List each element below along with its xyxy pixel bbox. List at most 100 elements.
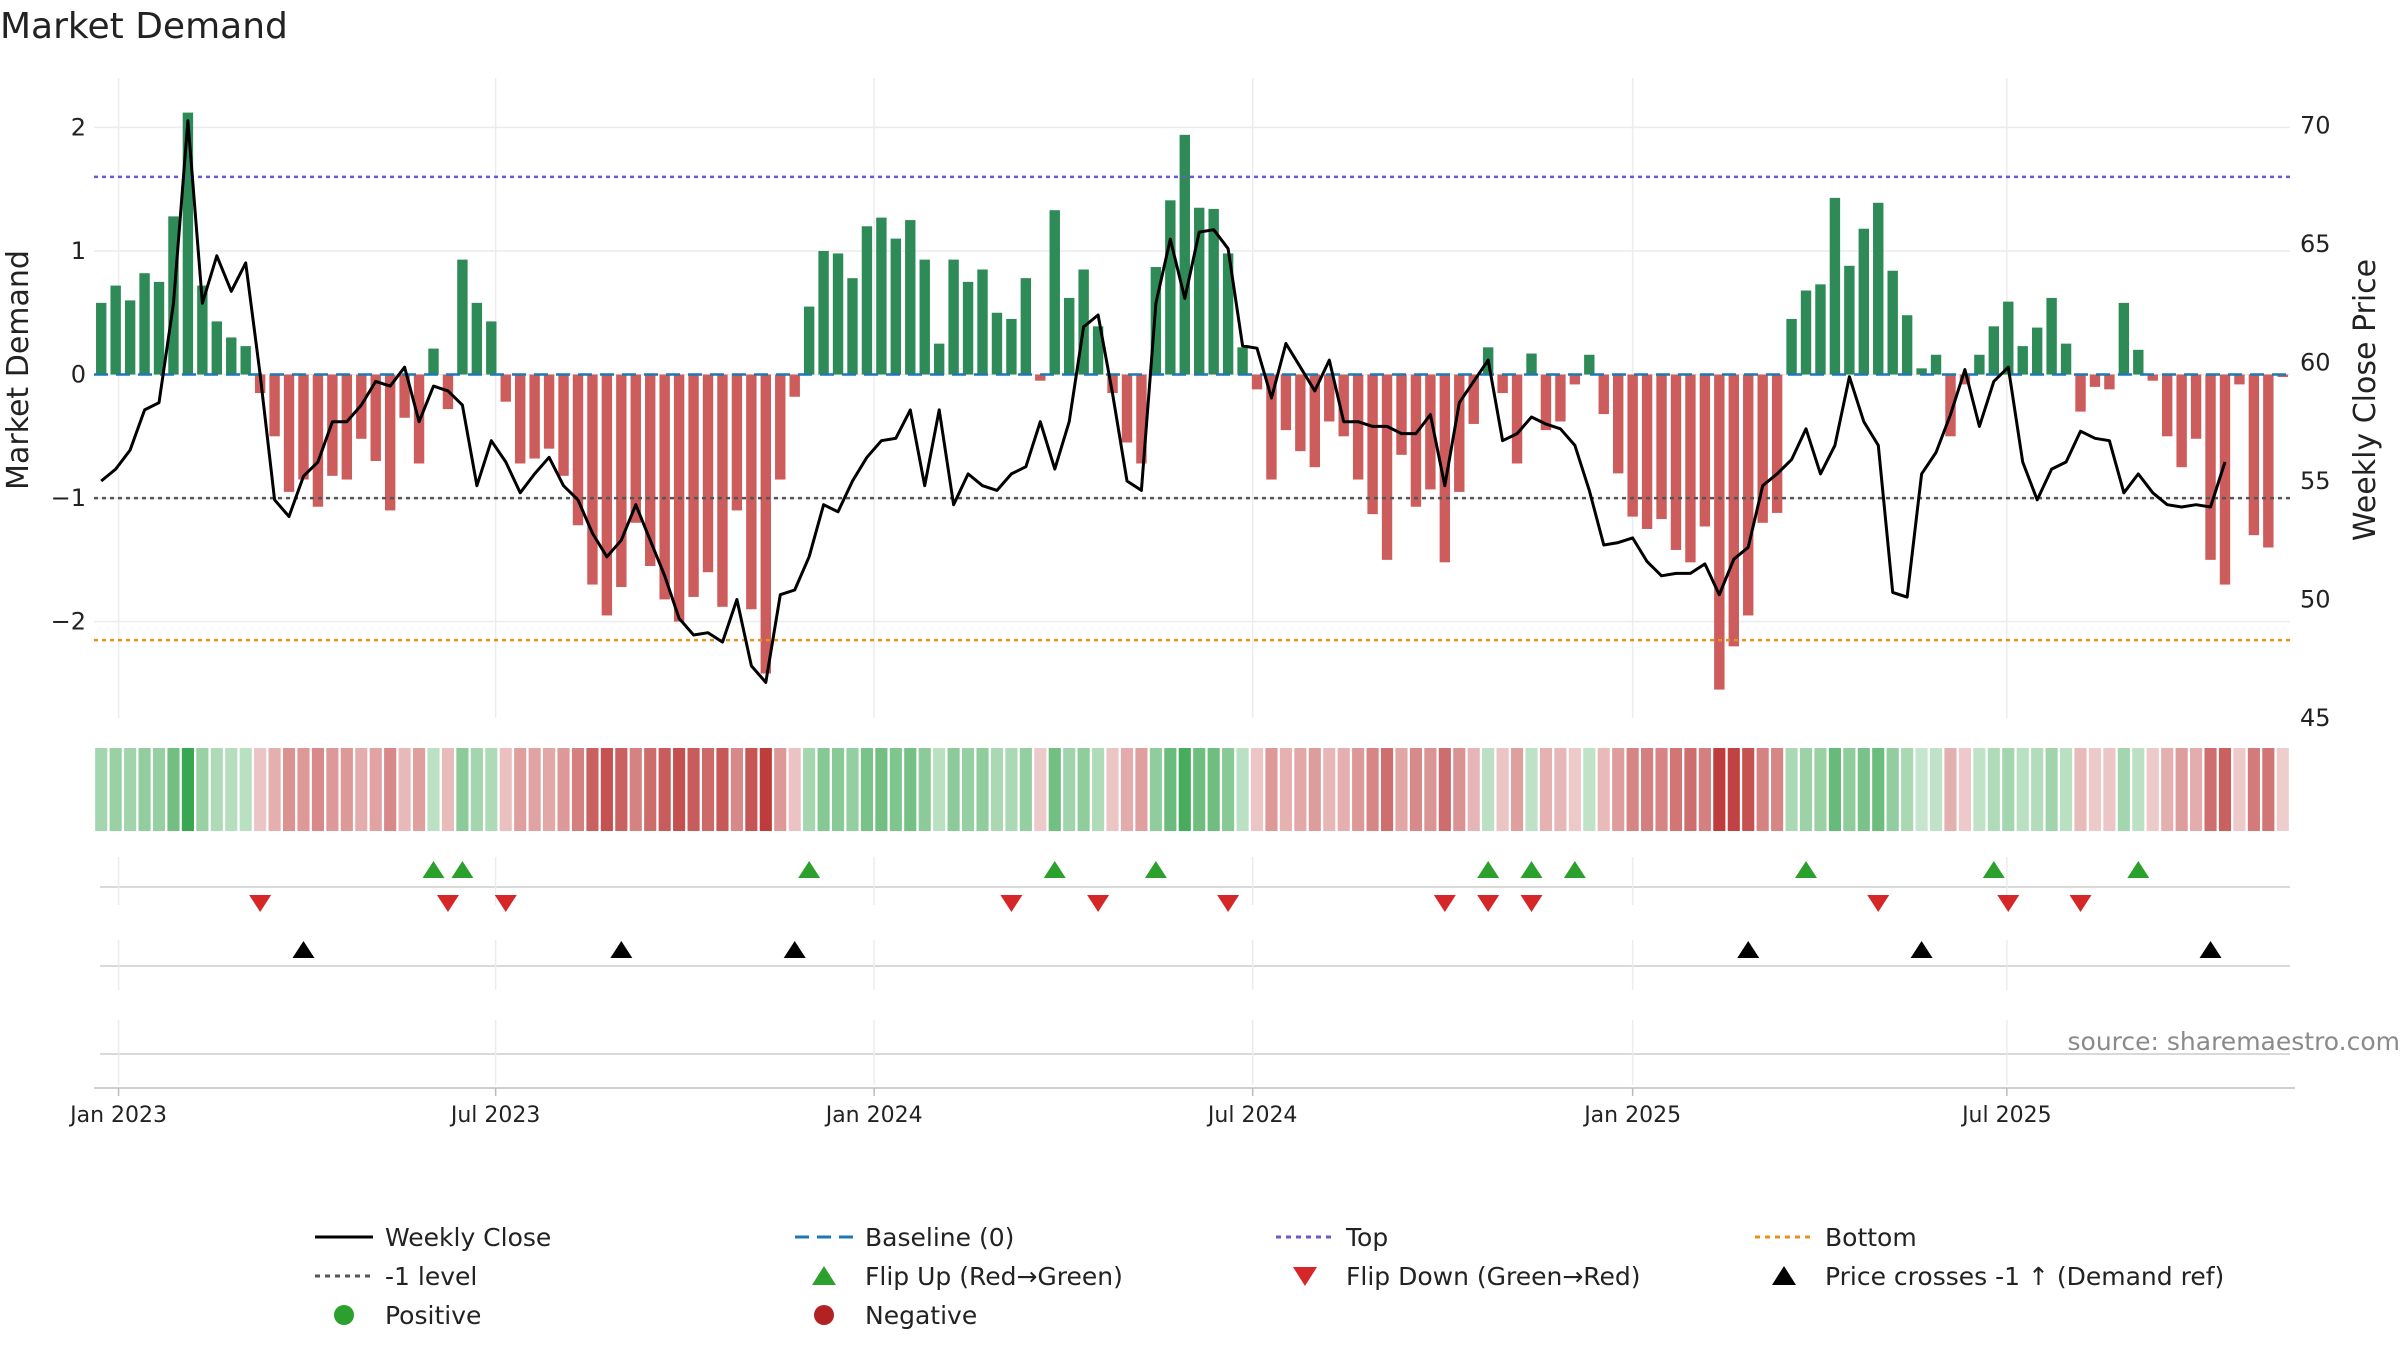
strip-cell bbox=[1279, 748, 1292, 831]
cross-marker bbox=[1910, 941, 1933, 958]
strip-cell bbox=[745, 748, 758, 831]
strip-cell bbox=[124, 748, 137, 831]
demand-bar bbox=[1352, 374, 1364, 480]
demand-bar bbox=[630, 374, 641, 523]
strip-cell bbox=[846, 748, 859, 831]
strip-cell bbox=[1872, 748, 1885, 831]
left-tick-label: −1 bbox=[51, 484, 86, 512]
demand-bar bbox=[1309, 374, 1321, 468]
strip-cell bbox=[2204, 748, 2217, 831]
demand-bar bbox=[428, 348, 439, 375]
strip-cell bbox=[2262, 748, 2275, 831]
strip-cell bbox=[2190, 748, 2203, 831]
demand-bar bbox=[1179, 134, 1190, 375]
flip-down-marker bbox=[1997, 895, 2020, 912]
demand-bar bbox=[1829, 197, 1841, 375]
demand-bar bbox=[1656, 374, 1667, 520]
x-tick-label: Jan 2025 bbox=[1582, 1103, 1681, 1128]
demand-bar bbox=[1266, 374, 1277, 480]
demand-bar bbox=[312, 374, 324, 507]
strip-cell bbox=[1597, 748, 1610, 831]
strip-cell bbox=[1482, 748, 1495, 831]
flip-up-marker bbox=[1477, 861, 1500, 878]
flip-down-marker bbox=[1087, 895, 1110, 912]
legend-item: Bottom bbox=[1755, 1223, 1917, 1252]
demand-bar bbox=[1916, 368, 1927, 375]
strip-cell bbox=[268, 748, 281, 831]
strip-cell bbox=[1626, 748, 1639, 831]
strip-cell bbox=[2059, 748, 2073, 831]
demand-bar bbox=[298, 374, 309, 480]
demand-bar bbox=[1699, 374, 1711, 527]
strip-cell bbox=[2276, 748, 2289, 831]
demand-bar bbox=[1612, 374, 1624, 474]
demand-bar bbox=[933, 343, 945, 375]
demand-bar bbox=[2205, 374, 2216, 560]
demand-bar bbox=[182, 112, 194, 375]
demand-bar bbox=[1540, 374, 1552, 431]
flip-down-marker bbox=[436, 895, 459, 912]
demand-bar bbox=[1641, 374, 1653, 529]
demand-bar bbox=[2176, 374, 2187, 468]
legend-item: Positive bbox=[334, 1301, 481, 1330]
strip-cell bbox=[1554, 748, 1567, 831]
strip-cell bbox=[95, 748, 108, 831]
demand-bar bbox=[1800, 290, 1812, 375]
demand-bar bbox=[775, 374, 786, 480]
strip-cell bbox=[1886, 748, 1899, 831]
strip-cell bbox=[1077, 748, 1090, 831]
flip-up-marker bbox=[2127, 861, 2150, 878]
strip-cell bbox=[1135, 748, 1148, 831]
right-axis-label: Weekly Close Price bbox=[2348, 259, 2383, 541]
demand-bar bbox=[1757, 374, 1768, 523]
strip-cell bbox=[1178, 748, 1191, 831]
strip-cell bbox=[2103, 748, 2116, 831]
strip-cell bbox=[1539, 748, 1553, 831]
legend-swatch bbox=[1772, 1266, 1796, 1285]
demand-bar bbox=[890, 238, 902, 375]
demand-bar bbox=[1685, 374, 1696, 563]
demand-bar bbox=[543, 374, 555, 449]
strip-cell bbox=[1467, 748, 1480, 831]
demand-bar bbox=[1367, 374, 1378, 515]
demand-bar bbox=[1901, 315, 1913, 375]
demand-bar bbox=[2017, 346, 2028, 375]
x-tick-label: Jan 2023 bbox=[68, 1103, 167, 1128]
strip-cell bbox=[225, 748, 238, 831]
demand-bar bbox=[1035, 374, 1046, 381]
demand-bar bbox=[2147, 374, 2158, 381]
demand-bar bbox=[1425, 374, 1436, 490]
strip-cell bbox=[701, 748, 715, 831]
demand-bar bbox=[818, 250, 829, 375]
strip-cell bbox=[658, 748, 671, 831]
demand-bar bbox=[2263, 374, 2274, 548]
demand-bar bbox=[399, 374, 410, 418]
demand-bar bbox=[1627, 374, 1638, 517]
x-tick-label: Jul 2025 bbox=[1960, 1103, 2052, 1128]
strip-cell bbox=[355, 748, 368, 831]
demand-bar bbox=[991, 312, 1003, 375]
demand-bar bbox=[1107, 374, 1118, 394]
strip-cell bbox=[687, 748, 700, 831]
demand-bar bbox=[2075, 374, 2086, 412]
strip-cell bbox=[1294, 748, 1307, 831]
strip-cell bbox=[1395, 748, 1408, 831]
demand-bar bbox=[832, 253, 844, 375]
demand-bar bbox=[1078, 269, 1089, 375]
demand-bar bbox=[2118, 302, 2130, 375]
strip-cell bbox=[644, 748, 657, 831]
strip-cell bbox=[1092, 748, 1105, 831]
source-credit: source: sharemaestro.com bbox=[2068, 1027, 2400, 1056]
strip-cell bbox=[1612, 748, 1625, 831]
strip-cell bbox=[2247, 748, 2260, 831]
strip-cell bbox=[1164, 748, 1177, 831]
strip-cell bbox=[528, 748, 541, 831]
demand-bar bbox=[905, 220, 916, 375]
strip-cell bbox=[109, 748, 122, 831]
demand-bar bbox=[1381, 374, 1393, 560]
strip-cell bbox=[1337, 748, 1350, 831]
demand-bar bbox=[486, 321, 497, 375]
strip-cell bbox=[1308, 748, 1321, 831]
demand-bar bbox=[688, 374, 699, 597]
